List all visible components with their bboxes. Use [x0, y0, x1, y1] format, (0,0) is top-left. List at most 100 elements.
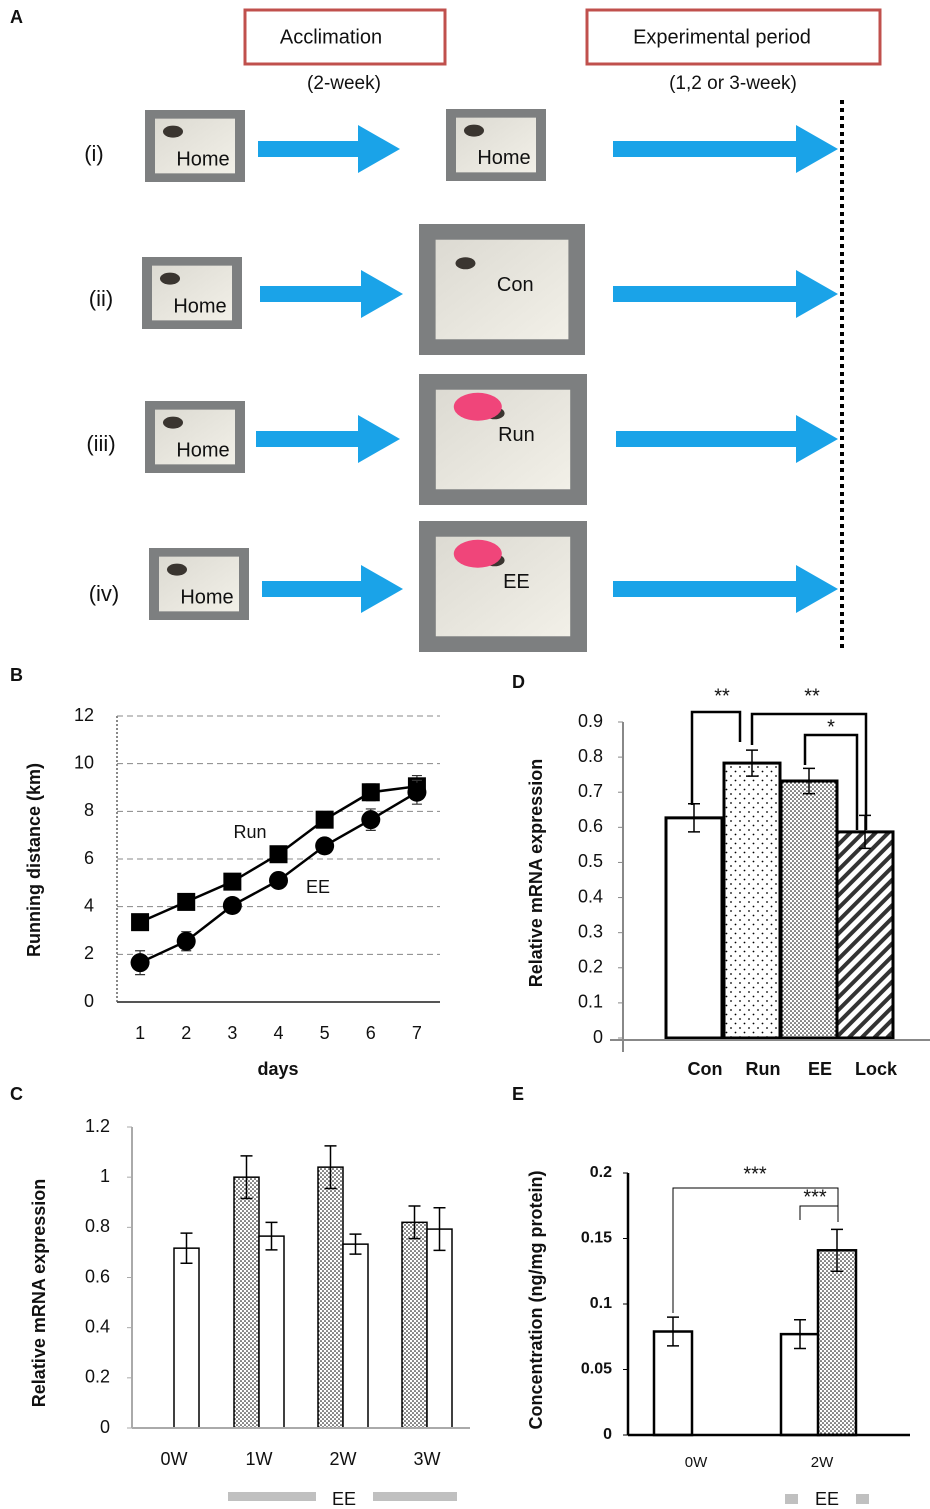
point — [362, 783, 380, 801]
photo-label: Home — [176, 439, 229, 461]
panel-label: A — [10, 7, 23, 27]
y-tick-label: 0.7 — [578, 781, 603, 801]
point — [131, 953, 150, 972]
y-tick-label: 0.05 — [581, 1361, 612, 1378]
panel-label: E — [512, 1084, 524, 1104]
y-tick-label: 0.1 — [578, 992, 603, 1012]
bar — [781, 781, 837, 1038]
mouse — [455, 257, 475, 269]
bar — [837, 832, 893, 1038]
point — [131, 913, 149, 931]
bar — [318, 1167, 343, 1428]
series-label: Run — [233, 822, 266, 842]
x-tick-label: 3W — [414, 1449, 441, 1469]
x-tick-label: 2W — [811, 1454, 834, 1471]
legend-swatch — [785, 1494, 798, 1504]
running-wheel — [454, 393, 502, 421]
x-tick-label: Run — [746, 1059, 781, 1079]
y-tick-label: 0.5 — [578, 851, 603, 871]
x-tick-label: 2 — [181, 1023, 191, 1043]
stage-duration: (1,2 or 3-week) — [669, 73, 797, 94]
y-tick-label: 0.4 — [578, 886, 603, 906]
page: {"diagram": {"label": "A", "stages": [{"… — [0, 0, 930, 1509]
legend-swatch — [373, 1492, 457, 1501]
x-tick-label: 3 — [227, 1023, 237, 1043]
legend-label: EE — [332, 1489, 356, 1509]
legend-swatch — [856, 1494, 869, 1504]
arrow — [613, 565, 838, 613]
photo-label: Con — [497, 274, 534, 296]
y-axis-title: Relative mRNA expression — [526, 759, 546, 987]
significance-label: ** — [714, 685, 730, 707]
figure: A Acclimation (2-week) Experimental period (… — [0, 0, 930, 1509]
mouse — [163, 417, 183, 429]
arrow — [256, 415, 400, 463]
y-tick-label: 0.8 — [85, 1216, 110, 1236]
bar — [818, 1250, 856, 1435]
bar — [402, 1222, 427, 1428]
y-tick-label: 0 — [593, 1027, 603, 1047]
row-label: (i) — [84, 141, 104, 166]
arrow — [260, 270, 403, 318]
y-tick-label: 0.1 — [590, 1295, 612, 1312]
panel-label: D — [512, 672, 525, 692]
x-tick-label: 4 — [273, 1023, 283, 1043]
arrow — [613, 125, 838, 173]
photo-label: EE — [503, 571, 530, 593]
y-tick-label: 0.6 — [578, 816, 603, 836]
y-axis-title: Concentration (ng/mg protein) — [526, 1171, 546, 1430]
point — [223, 873, 241, 891]
point — [177, 932, 196, 951]
mouse — [464, 125, 484, 137]
bar — [259, 1236, 284, 1428]
y-tick-label: 0.9 — [578, 711, 603, 731]
y-tick-label: 0 — [84, 991, 94, 1011]
point — [270, 845, 288, 863]
bar — [724, 763, 780, 1038]
y-tick-label: 1.2 — [85, 1116, 110, 1136]
bar — [427, 1229, 452, 1428]
point — [177, 893, 195, 911]
mouse — [160, 273, 180, 285]
y-tick-label: 10 — [74, 752, 94, 772]
y-tick-label: 0 — [100, 1417, 110, 1437]
running-wheel — [454, 540, 502, 568]
significance-label: ** — [804, 685, 820, 707]
point — [315, 836, 334, 855]
point — [223, 896, 242, 915]
x-tick-label: 6 — [366, 1023, 376, 1043]
arrow — [258, 125, 400, 173]
x-tick-label: 7 — [412, 1023, 422, 1043]
mouse — [167, 564, 187, 576]
arrow — [616, 415, 838, 463]
panel-label: B — [10, 665, 23, 685]
stage-duration: (2-week) — [307, 73, 381, 94]
x-tick-label: Con — [688, 1059, 723, 1079]
point — [361, 810, 380, 829]
x-tick-label: 0W — [161, 1449, 188, 1469]
y-tick-label: 0.2 — [590, 1164, 612, 1181]
bar — [654, 1332, 692, 1435]
photo-label: Home — [477, 147, 530, 169]
point — [316, 811, 334, 829]
x-tick-label: 1W — [246, 1449, 273, 1469]
bar — [343, 1244, 368, 1428]
stage-title: Acclimation — [280, 26, 382, 48]
point — [407, 783, 426, 802]
y-tick-label: 4 — [84, 895, 94, 915]
significance-label: *** — [743, 1163, 767, 1185]
legend-swatch — [228, 1492, 316, 1501]
row-label: (iii) — [86, 431, 115, 456]
y-tick-label: 0.2 — [578, 957, 603, 977]
y-tick-label: 0.6 — [85, 1266, 110, 1286]
y-tick-label: 1 — [100, 1166, 110, 1186]
x-tick-label: 5 — [320, 1023, 330, 1043]
y-tick-label: 0.15 — [581, 1230, 612, 1247]
y-axis-title: Relative mRNA expression — [29, 1179, 49, 1407]
x-tick-label: Lock — [855, 1059, 898, 1079]
x-axis-title: days — [257, 1059, 298, 1079]
bar — [174, 1248, 199, 1428]
stage-title: Experimental period — [633, 26, 811, 48]
y-tick-label: 0.3 — [578, 921, 603, 941]
photo-label: Home — [176, 148, 229, 170]
